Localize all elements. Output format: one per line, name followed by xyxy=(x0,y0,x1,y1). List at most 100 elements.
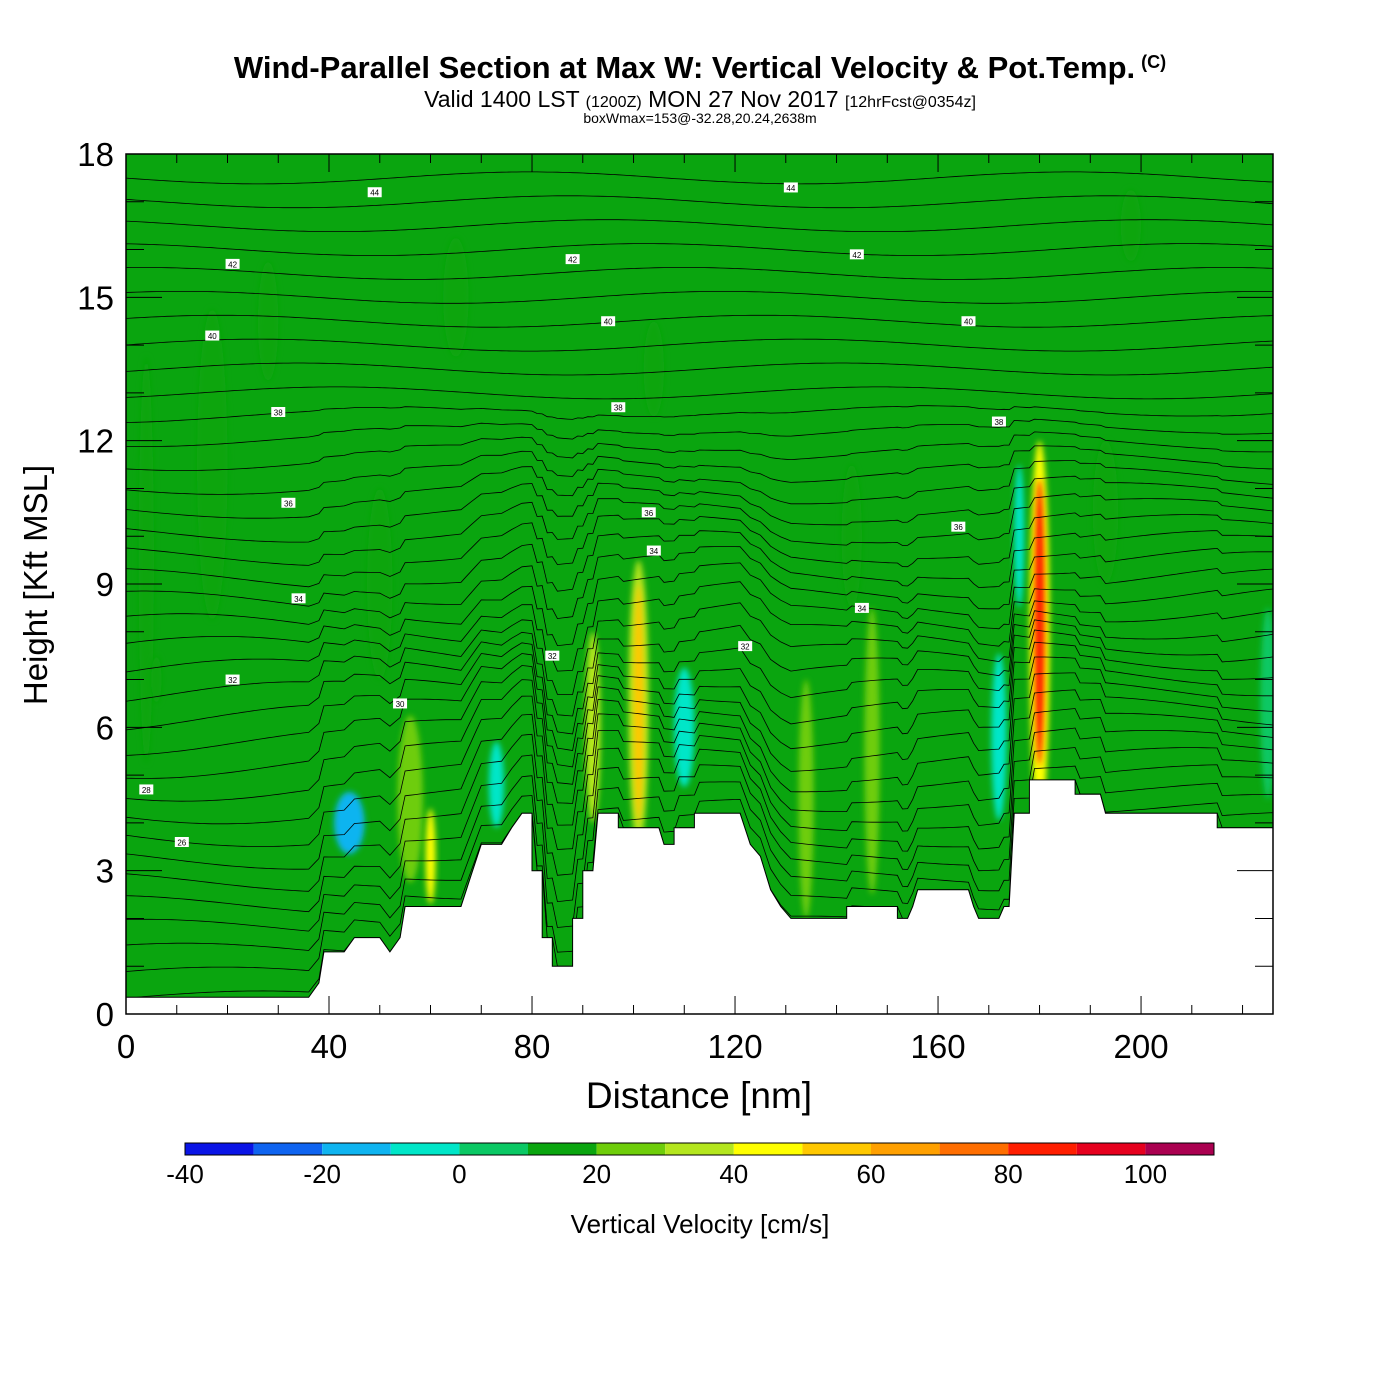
isentrope-line xyxy=(126,530,1273,607)
y-tick-label: 12 xyxy=(77,423,114,460)
copyright-mark: (C) xyxy=(1141,52,1167,72)
contour-label: 34 xyxy=(291,593,306,604)
colorbar-tick-label: 100 xyxy=(1124,1159,1167,1189)
isentrope-line xyxy=(126,418,1273,447)
contour-label: 38 xyxy=(611,402,626,413)
contour-label-text: 38 xyxy=(274,409,283,418)
velocity-feature xyxy=(1034,478,1045,766)
contour-label-bg xyxy=(545,650,560,661)
isentrope-line xyxy=(126,689,1273,870)
contour-label: 32 xyxy=(738,641,753,652)
contour-label-bg xyxy=(291,593,306,604)
velocity-feature xyxy=(197,309,228,620)
colorbar-tick-label: 40 xyxy=(719,1159,748,1189)
velocity-feature xyxy=(841,464,862,608)
contour-label-bg xyxy=(738,641,753,652)
contour-label-bg xyxy=(991,416,1006,427)
contour-label: 30 xyxy=(393,698,408,709)
contour-label-bg xyxy=(281,497,296,508)
contour-label-text: 34 xyxy=(649,547,658,556)
colorbar-segment xyxy=(528,1143,597,1155)
isentrope-line xyxy=(126,314,1273,328)
contour-label: 34 xyxy=(854,602,869,613)
isentrope-line xyxy=(126,641,1273,802)
contour-label-bg xyxy=(271,407,286,417)
contour-label: 36 xyxy=(641,507,656,518)
contour-label-text: 32 xyxy=(741,643,750,652)
colorbar xyxy=(184,1142,1215,1156)
contour-label: 40 xyxy=(601,316,616,327)
isentrope-line xyxy=(126,656,1273,825)
contour-label: 42 xyxy=(849,249,864,260)
contour-label-text: 34 xyxy=(294,595,303,604)
contour-label: 40 xyxy=(205,330,220,341)
contour-label-bg xyxy=(601,316,616,327)
contour-label-bg xyxy=(854,602,869,613)
isentrope-line xyxy=(126,171,1273,185)
contour-label-text: 32 xyxy=(548,652,557,661)
contour-label-bg xyxy=(225,674,240,685)
x-tick-label: 160 xyxy=(911,1028,966,1065)
contour-label-text: 36 xyxy=(644,509,653,518)
isentrope-line xyxy=(126,219,1273,232)
isentrope-line xyxy=(126,362,1273,376)
velocity-feature xyxy=(334,791,365,854)
y-tick-labels: 0 3 6 9 12 15 18 xyxy=(77,136,114,1033)
isentrope-line xyxy=(126,386,1273,400)
velocity-feature xyxy=(991,653,1007,821)
isentrope-line xyxy=(126,619,1273,756)
contour-label-text: 38 xyxy=(614,404,623,413)
chart-title: Wind-Parallel Section at Max W: Vertical… xyxy=(0,50,1400,86)
contour-label: 34 xyxy=(646,545,661,556)
isentrope-line xyxy=(126,445,1273,495)
velocity-feature xyxy=(367,488,393,680)
y-tick-label: 3 xyxy=(96,853,114,890)
contour-label-bg xyxy=(849,249,864,260)
y-tick-label: 15 xyxy=(77,279,114,316)
isentrope-line xyxy=(126,493,1273,566)
contour-label: 40 xyxy=(961,316,976,327)
colorbar-tick-label: 80 xyxy=(994,1159,1023,1189)
velocity-feature xyxy=(1092,440,1119,584)
isentrope-line xyxy=(126,765,1273,951)
colorbar-segment xyxy=(1145,1143,1214,1155)
contour-label-bg xyxy=(565,254,580,265)
contour-label-text: 40 xyxy=(964,318,973,327)
contour-label: 42 xyxy=(225,258,240,269)
contour-label-bg xyxy=(367,187,382,198)
isentropes xyxy=(126,171,1273,998)
plot-area: 44 44 42 42 42 40 40 40 38 38 38 36 36 36 34 34 34 32 32 32… xyxy=(126,154,1273,1014)
isentrope-line xyxy=(126,610,1273,731)
isentrope-line xyxy=(126,672,1273,847)
x-tick-label: 200 xyxy=(1114,1028,1169,1065)
box-info: boxWmax=153@-32.28,20.24,2638m xyxy=(583,110,817,126)
colorbar-segment xyxy=(459,1143,528,1155)
x-tick-labels: 0 40 80 120 160 200 xyxy=(117,1028,1169,1065)
contour-label-text: 36 xyxy=(284,499,293,508)
isentrope-line xyxy=(126,267,1273,280)
colorbar-tick-labels: -40 -20 0 20 40 60 80 100 xyxy=(166,1159,1167,1189)
velocity-feature xyxy=(585,631,601,823)
valid-utc: (1200Z) xyxy=(585,94,642,111)
contour-label-bg xyxy=(139,784,154,795)
contour-label-text: 28 xyxy=(142,786,151,795)
contour-label-text: 40 xyxy=(208,332,217,341)
terrain-mask xyxy=(126,779,1273,1014)
isentrope-line xyxy=(126,512,1273,588)
contour-label-bg xyxy=(783,182,798,193)
contour-label: 38 xyxy=(271,407,286,418)
contour-label-bg xyxy=(393,698,408,709)
contour-label-text: 26 xyxy=(177,839,186,848)
colorbar-segment xyxy=(1076,1143,1146,1155)
colorbar-segment xyxy=(322,1143,391,1155)
colorbar-tick-label: -40 xyxy=(166,1159,204,1189)
contour-label: 44 xyxy=(783,182,798,193)
contour-label-text: 30 xyxy=(396,700,405,709)
contour-label-text: 34 xyxy=(857,604,866,613)
x-axis-label: Distance [nm] xyxy=(586,1075,812,1116)
isentrope-line xyxy=(126,405,1273,423)
forecast-info: [12hrFcst@0354z] xyxy=(844,94,976,111)
contour-label-bg xyxy=(961,316,976,327)
isentrope-line xyxy=(126,195,1273,209)
isentrope-line xyxy=(126,475,1273,543)
